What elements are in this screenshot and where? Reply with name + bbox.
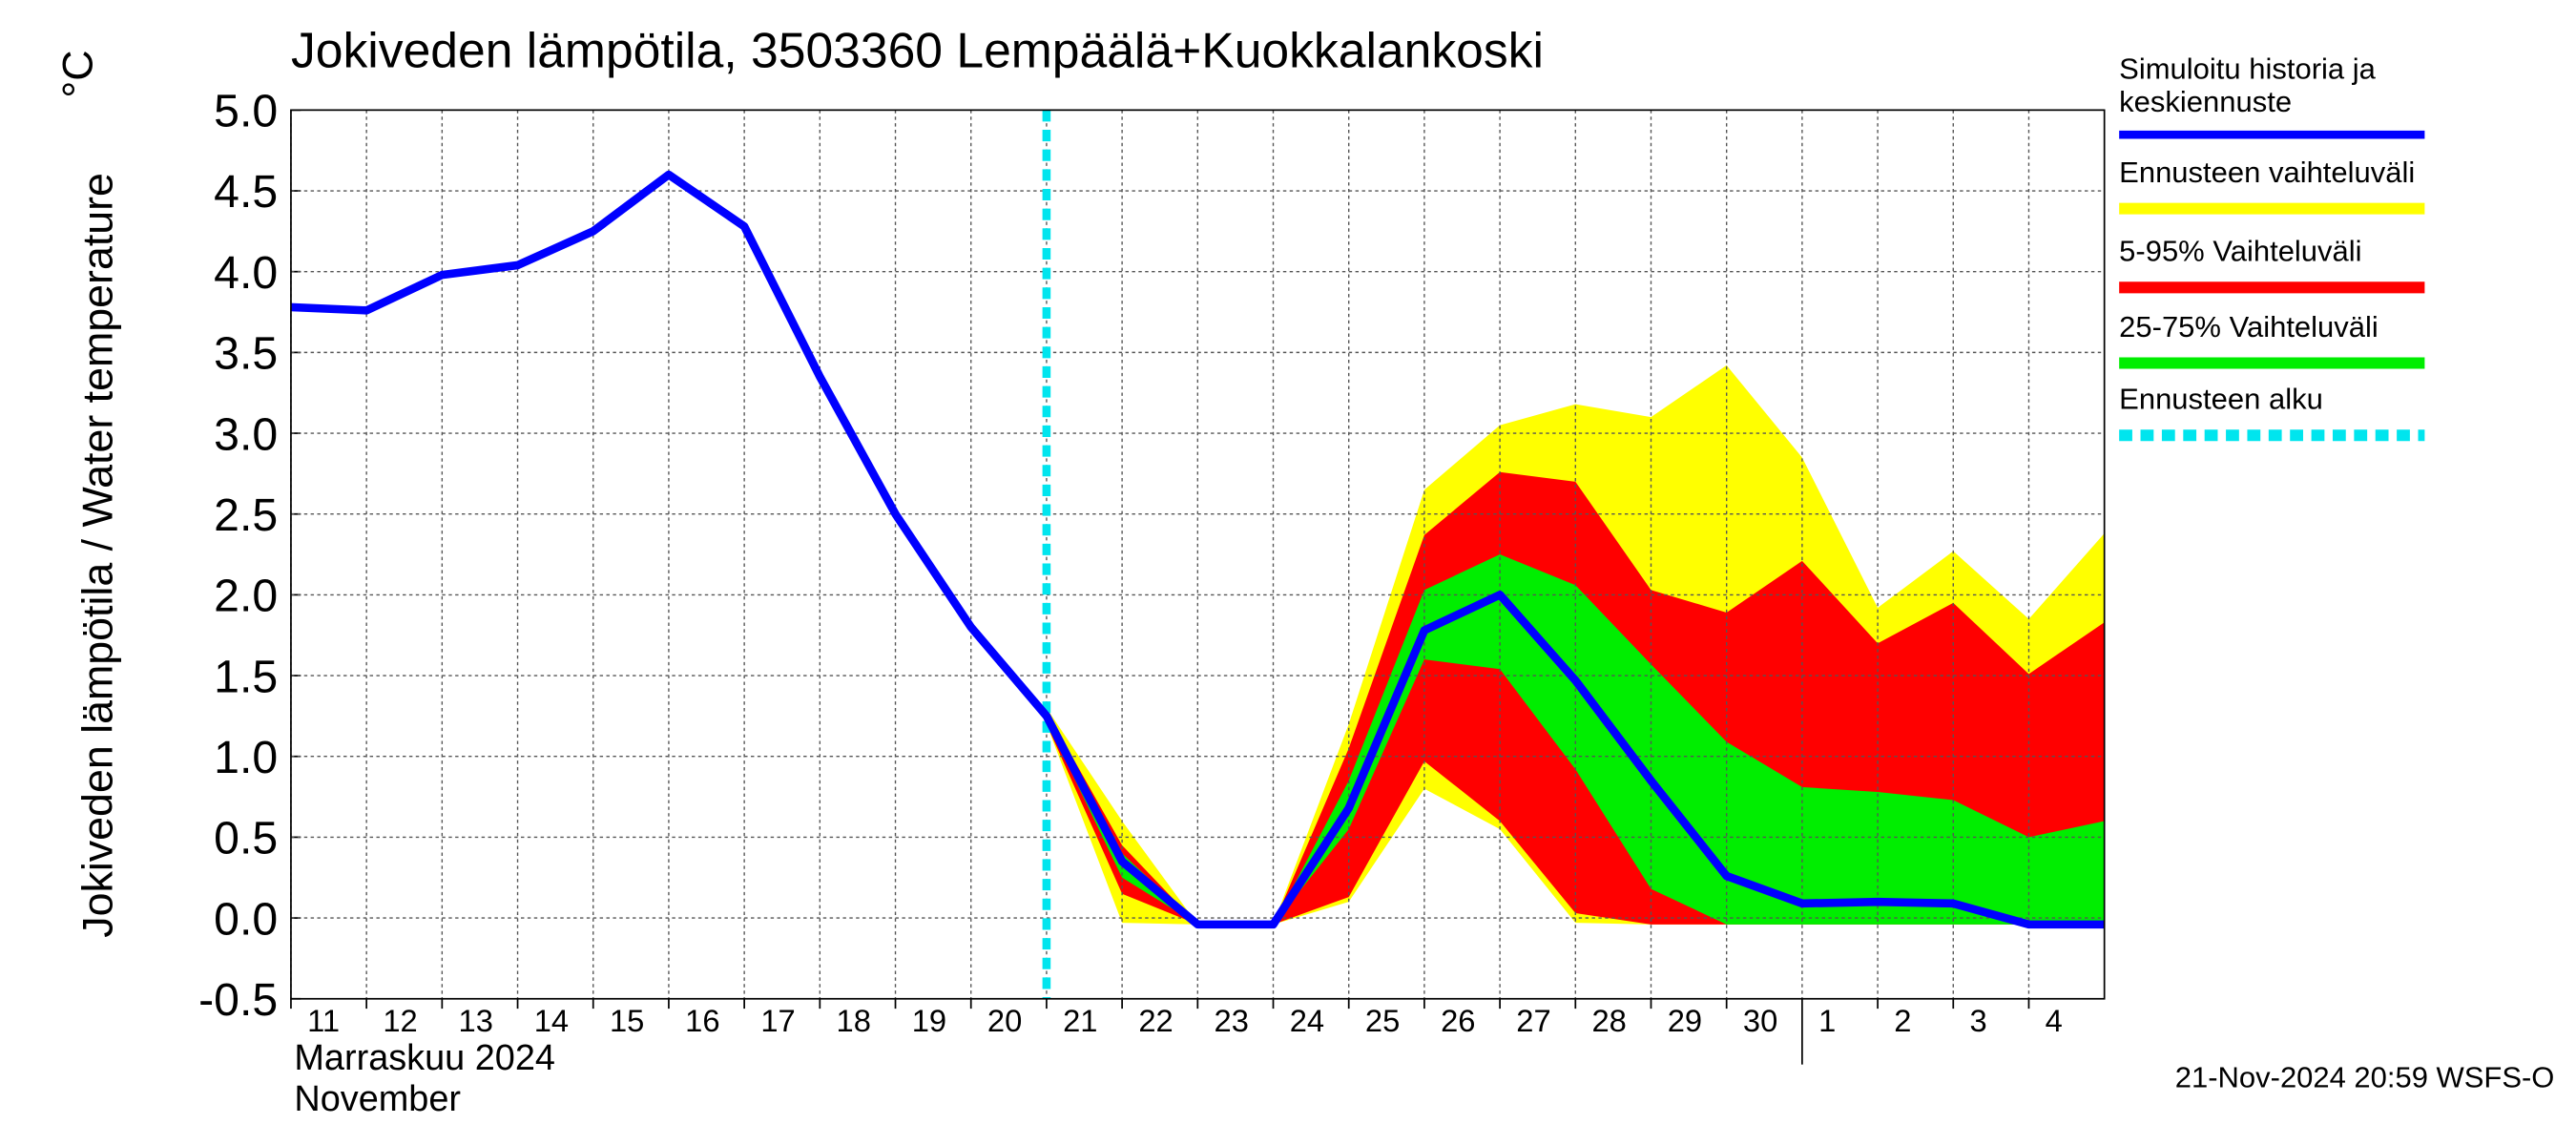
legend-label: Ennusteen alku	[2119, 383, 2323, 416]
x-tick-label: 2	[1894, 1003, 1911, 1038]
x-tick-label: 19	[912, 1003, 946, 1038]
x-tick-label: 11	[307, 1003, 340, 1038]
line	[290, 170, 2105, 929]
x-tick-label: 23	[1215, 1003, 1249, 1038]
legend-text: 5-95% Vaihteluväli	[2119, 235, 2362, 268]
footer: 21-Nov-2024 20:59 WSFS-O	[2175, 1061, 2555, 1094]
x-tick-label: 30	[1743, 1003, 1777, 1038]
y-tick-label: 5.0	[214, 86, 278, 137]
x-tick-label: 20	[987, 1003, 1022, 1038]
y-tick-label: 1.5	[214, 651, 278, 702]
x-tick-label: 18	[837, 1003, 871, 1038]
y-tick-label: 0.0	[214, 893, 278, 945]
x-tick-label: 1	[1818, 1003, 1836, 1038]
x-tick-label: 14	[534, 1003, 569, 1038]
x-tick-label: 3	[1969, 1003, 1986, 1038]
range-band	[1046, 554, 2105, 925]
y-tick-label: -0.5	[198, 974, 278, 1026]
x-axis-label: Marraskuu 2024	[294, 1038, 555, 1078]
x-tick-label: 17	[760, 1003, 795, 1038]
x-tick-label: 4	[2046, 1003, 2063, 1038]
x-tick-label: 15	[610, 1003, 644, 1038]
y-tick-label: 0.5	[214, 813, 278, 864]
x-tick-label: 24	[1290, 1003, 1324, 1038]
y-tick-label: 3.0	[214, 408, 278, 460]
x-tick-label: 26	[1441, 1003, 1475, 1038]
legend-label: Ennusteen vaihteluväli	[2119, 156, 2416, 189]
plot-frame	[290, 109, 2106, 1000]
y-tick-label: 4.5	[214, 166, 278, 218]
legend-text: Simuloitu historia ja keskiennuste	[2119, 52, 2376, 118]
y-tick-label: 2.5	[214, 489, 278, 541]
x-tick-label: 29	[1668, 1003, 1702, 1038]
legend-label: 25-75% Vaihteluväli	[2119, 310, 2379, 344]
y-tick-label: 3.5	[214, 328, 278, 380]
x-tick-label: 28	[1592, 1003, 1627, 1038]
x-tick-label: 22	[1138, 1003, 1173, 1038]
y-tick-label: 2.0	[214, 571, 278, 622]
x-tick-label: 25	[1365, 1003, 1400, 1038]
x-tick-label: 21	[1063, 1003, 1097, 1038]
legend-text: Ennusteen vaihteluväli	[2119, 156, 2416, 189]
x-tick-label: 27	[1516, 1003, 1550, 1038]
legend-text: Ennusteen alku	[2119, 383, 2323, 416]
y-tick-label: 4.0	[214, 247, 278, 299]
x-tick-label: 13	[459, 1003, 493, 1038]
y-axis-label: Jokiveden lämpötila / Water temperature	[73, 173, 121, 938]
x-axis-label: November	[294, 1079, 461, 1119]
y-axis-unit: °C	[54, 50, 102, 97]
legend-text: 25-75% Vaihteluväli	[2119, 310, 2379, 344]
y-tick-label: 1.0	[214, 732, 278, 783]
legend-label: 5-95% Vaihteluväli	[2119, 235, 2362, 268]
chart-title: Jokiveden lämpötila, 3503360 Lempäälä+Ku…	[291, 23, 1544, 78]
x-tick-label: 16	[685, 1003, 719, 1038]
x-tick-label: 12	[383, 1003, 417, 1038]
legend-label: Simuloitu historia ja keskiennuste	[2119, 52, 2376, 118]
